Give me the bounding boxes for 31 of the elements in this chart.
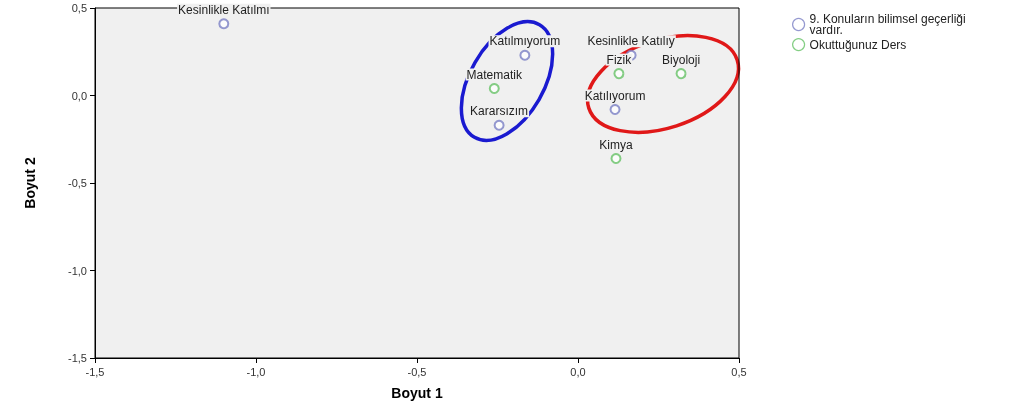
point <box>519 49 531 61</box>
y-tick-label: 0,0 <box>71 89 87 102</box>
y-tick-label: -1,5 <box>68 352 87 364</box>
y-tick-label: -0,5 <box>68 177 87 189</box>
annotation: Kimya <box>599 137 633 152</box>
point <box>613 68 625 80</box>
annotation: Katılmıyorum <box>489 34 561 49</box>
annotation: Kararsızım <box>470 104 529 119</box>
annotation: Matematik <box>466 67 523 82</box>
annotation: Katılıyorum <box>584 88 646 103</box>
x-tick-label: -1,5 <box>85 365 105 378</box>
y-axis-title: Boyut 2 <box>22 157 38 209</box>
annotation: Fizik <box>606 52 633 67</box>
point <box>493 119 505 131</box>
legend-label: Okuttuğunuz Ders <box>809 37 907 52</box>
x-axis-title: Boyut 1 <box>391 385 443 401</box>
y-tick-label: 0,5 <box>71 2 87 14</box>
annotation: Biyoloji <box>662 52 701 67</box>
x-tick-label: -0,5 <box>407 365 427 378</box>
legend-label: 9. Konuların bilimsel geçerliği vardır. <box>809 12 970 37</box>
y-tick-label: -1,0 <box>68 264 87 277</box>
x-tick-label: 0,5 <box>731 365 747 378</box>
point <box>675 68 687 80</box>
x-tick-label: -1,0 <box>246 365 266 378</box>
x-tick-label: 0,0 <box>570 365 586 378</box>
point <box>218 18 230 30</box>
point <box>488 83 500 94</box>
point <box>610 153 622 164</box>
annotation: Kesinlikle Katılıy <box>587 34 675 49</box>
point <box>609 104 621 115</box>
annotation: Kesinlikle Katılmı <box>178 2 270 17</box>
